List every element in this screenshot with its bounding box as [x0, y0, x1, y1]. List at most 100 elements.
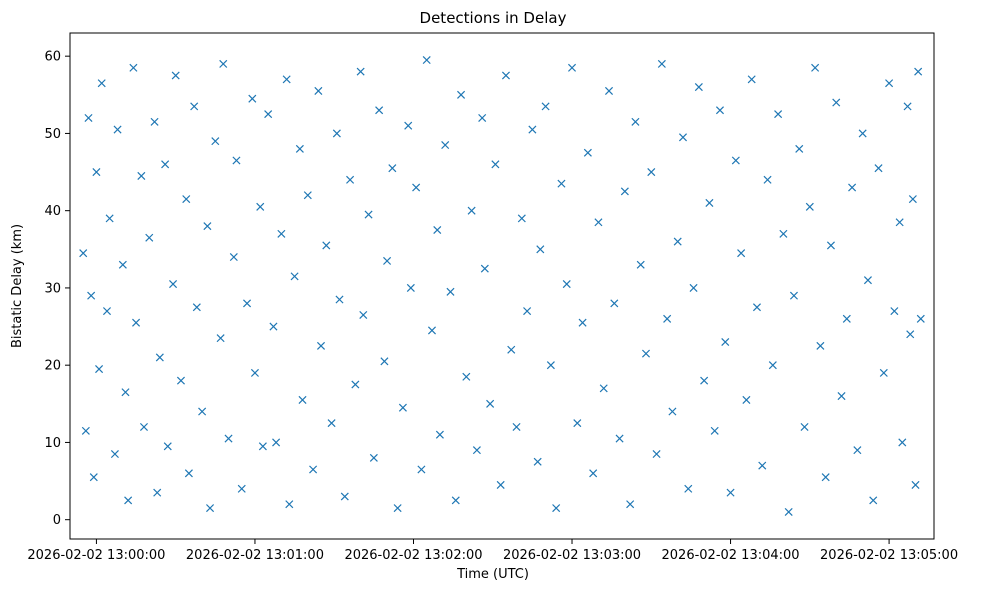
data-point-marker [567, 63, 577, 72]
data-point-marker [594, 218, 603, 227]
data-point-marker [501, 71, 510, 80]
data-point-marker [182, 195, 191, 204]
data-point-marker [417, 465, 426, 474]
data-point-marker [211, 137, 220, 146]
data-point-marker [327, 419, 336, 428]
data-point-marker [404, 121, 413, 130]
data-point-marker [364, 210, 373, 219]
data-point-marker [95, 365, 104, 374]
data-point-marker [316, 341, 326, 350]
data-point-marker [446, 287, 455, 296]
data-point-marker [359, 310, 368, 319]
data-point-marker [536, 245, 545, 254]
data-point-marker [779, 229, 788, 238]
y-tick-label: 60 [44, 50, 61, 65]
data-point-marker [224, 434, 233, 443]
data-point-marker [155, 353, 164, 362]
data-point-marker [92, 168, 101, 177]
data-point-marker [309, 465, 318, 474]
data-point-marker [176, 376, 185, 385]
data-point-marker [314, 86, 323, 95]
plot-frame [69, 32, 935, 540]
data-point-marker [97, 79, 106, 88]
data-point-marker [879, 368, 888, 377]
data-point-marker [229, 253, 238, 262]
data-point-marker [533, 457, 542, 466]
data-point-marker [150, 117, 159, 126]
data-point-marker [507, 345, 516, 354]
data-point-marker [903, 102, 912, 111]
data-point-marker [124, 496, 133, 505]
data-point-marker [282, 75, 291, 84]
data-point-marker [528, 125, 537, 134]
data-point-marker [113, 125, 122, 134]
data-point-marker [451, 496, 460, 505]
data-point-marker [742, 395, 751, 404]
data-point-marker [433, 225, 442, 235]
x-tick-label: 2026-02-02 13:00:00 [27, 548, 165, 563]
chart-title: Detections in Delay [420, 9, 567, 27]
data-point-marker [480, 264, 489, 273]
data-point-marker [441, 140, 450, 150]
data-point-marker [346, 175, 355, 184]
data-point-marker [858, 129, 867, 138]
data-point-marker [726, 488, 735, 497]
data-point-marker [906, 330, 915, 339]
data-point-marker [161, 160, 170, 169]
data-point-marker [467, 206, 476, 215]
data-point-marker [406, 283, 415, 292]
data-point-marker [277, 229, 286, 238]
data-point-marker [869, 496, 878, 505]
data-point-marker [911, 480, 920, 489]
data-point-marker [610, 299, 619, 308]
data-point-marker [599, 384, 608, 393]
data-point-marker [641, 349, 651, 358]
data-point-marker [272, 438, 281, 447]
data-point-marker [758, 461, 767, 470]
data-point-marker [795, 144, 804, 153]
data-point-marker [715, 106, 725, 115]
data-point-marker [583, 148, 592, 157]
data-point-marker [908, 195, 917, 204]
data-point-marker [486, 399, 495, 408]
data-point-marker [89, 473, 98, 482]
data-point-marker [914, 67, 923, 76]
data-point-marker [604, 86, 614, 95]
data-point-marker [84, 113, 93, 123]
data-point-marker [198, 407, 207, 416]
data-point-marker [380, 357, 389, 366]
data-point-marker [153, 488, 162, 497]
y-tick-label: 30 [44, 281, 61, 296]
data-point-marker [340, 492, 349, 501]
data-point-marker [747, 75, 756, 84]
data-point-marker [87, 291, 96, 300]
data-point-marker [752, 303, 761, 312]
data-point-marker [232, 156, 241, 165]
data-point-marker [652, 449, 661, 459]
data-point-marker [118, 260, 127, 269]
data-point-marker [663, 314, 672, 323]
data-point-marker [668, 407, 677, 416]
data-point-marker [573, 419, 582, 428]
data-point-marker [243, 299, 252, 308]
data-point-marker [132, 318, 141, 327]
x-tick-label: 2026-02-02 13:05:00 [820, 548, 958, 563]
data-point-marker [81, 426, 90, 435]
data-point-marker [737, 249, 746, 258]
data-point-marker [264, 110, 273, 119]
data-point-marker [322, 241, 331, 250]
data-point-marker [821, 473, 830, 482]
x-tick-label: 2026-02-02 13:02:00 [344, 548, 482, 563]
data-point-marker [79, 249, 88, 258]
data-point-marker [523, 307, 532, 316]
data-point-marker [816, 341, 825, 350]
y-tick-label: 0 [53, 513, 61, 528]
data-point-marker [105, 214, 114, 223]
y-axis-label: Bistatic Delay (km) [10, 224, 25, 348]
data-point-marker [890, 307, 899, 316]
data-point-marker [853, 446, 862, 455]
data-point-marker [295, 144, 304, 153]
data-point-marker [673, 237, 682, 246]
x-tick-label: 2026-02-02 13:03:00 [503, 548, 641, 563]
x-axis-label: Time (UTC) [456, 567, 529, 582]
